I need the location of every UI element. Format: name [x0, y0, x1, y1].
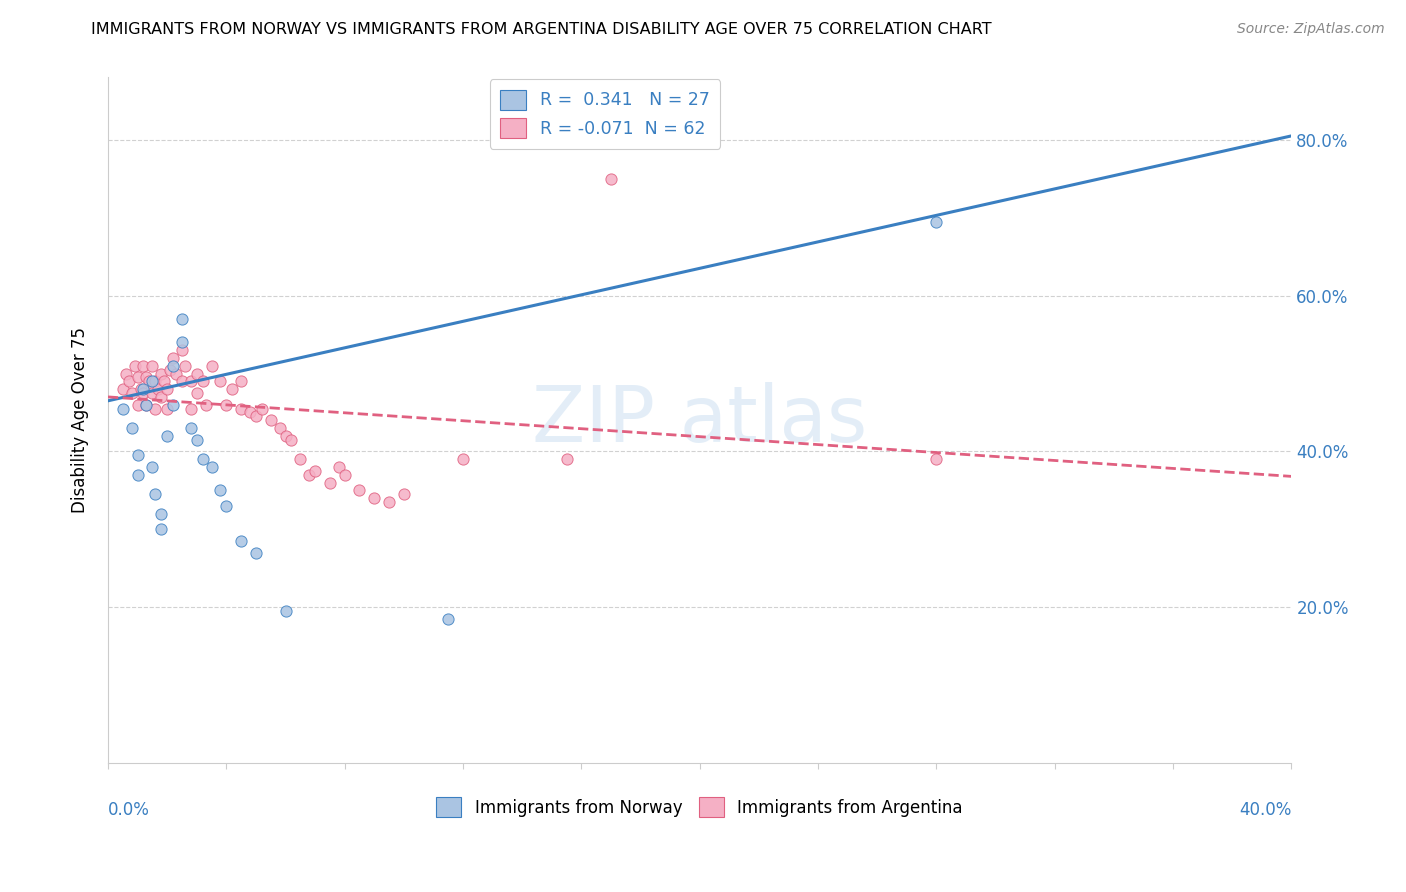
Point — [392, 487, 415, 501]
Point — [304, 464, 326, 478]
Point — [170, 312, 193, 326]
Text: IMMIGRANTS FROM NORWAY VS IMMIGRANTS FROM ARGENTINA DISABILITY AGE OVER 75 CORRE: IMMIGRANTS FROM NORWAY VS IMMIGRANTS FRO… — [91, 22, 993, 37]
Point — [180, 401, 202, 416]
Point — [135, 370, 157, 384]
Point — [143, 374, 166, 388]
Point — [200, 359, 222, 373]
Point — [250, 401, 273, 416]
Point — [194, 398, 217, 412]
Point — [114, 367, 136, 381]
Point — [141, 359, 163, 373]
Point — [174, 359, 197, 373]
Point — [231, 401, 253, 416]
Point — [328, 460, 350, 475]
Point — [129, 382, 152, 396]
Point — [437, 612, 460, 626]
Point — [162, 351, 184, 365]
Point — [180, 374, 202, 388]
Point — [290, 452, 312, 467]
Point — [239, 405, 262, 419]
Point — [186, 433, 208, 447]
Point — [925, 452, 948, 467]
Point — [156, 382, 179, 396]
Text: 40.0%: 40.0% — [1239, 801, 1292, 819]
Point — [191, 374, 214, 388]
Point — [221, 382, 243, 396]
Point — [186, 386, 208, 401]
Point — [121, 386, 143, 401]
Point — [186, 367, 208, 381]
Point — [269, 421, 291, 435]
Point — [141, 386, 163, 401]
Point — [132, 382, 155, 396]
Point — [141, 374, 163, 388]
Point — [245, 546, 267, 560]
Point — [127, 398, 149, 412]
Text: ZIP atlas: ZIP atlas — [531, 383, 868, 458]
Point — [215, 398, 238, 412]
Point — [148, 382, 170, 396]
Point — [555, 452, 578, 467]
Point — [162, 398, 184, 412]
Point — [143, 487, 166, 501]
Point — [111, 401, 134, 416]
Point — [600, 171, 623, 186]
Legend: Immigrants from Norway, Immigrants from Argentina: Immigrants from Norway, Immigrants from … — [430, 791, 970, 823]
Point — [274, 429, 297, 443]
Point — [260, 413, 283, 427]
Point — [200, 460, 222, 475]
Point — [209, 374, 232, 388]
Point — [127, 448, 149, 462]
Point — [150, 522, 173, 536]
Point — [280, 433, 302, 447]
Point — [165, 367, 187, 381]
Point — [132, 386, 155, 401]
Point — [378, 495, 401, 509]
Point — [156, 429, 179, 443]
Point — [127, 467, 149, 482]
Point — [143, 401, 166, 416]
Point — [925, 214, 948, 228]
Point — [170, 374, 193, 388]
Point — [153, 374, 176, 388]
Point — [215, 499, 238, 513]
Point — [162, 359, 184, 373]
Point — [349, 483, 371, 498]
Point — [124, 359, 146, 373]
Point — [170, 335, 193, 350]
Point — [135, 398, 157, 412]
Point — [274, 604, 297, 618]
Point — [451, 452, 474, 467]
Point — [150, 390, 173, 404]
Point — [121, 421, 143, 435]
Point — [231, 374, 253, 388]
Point — [135, 398, 157, 412]
Point — [127, 370, 149, 384]
Point — [170, 343, 193, 358]
Point — [245, 409, 267, 424]
Point — [209, 483, 232, 498]
Point — [298, 467, 321, 482]
Point — [150, 507, 173, 521]
Point — [156, 401, 179, 416]
Point — [333, 467, 356, 482]
Point — [191, 452, 214, 467]
Point — [363, 491, 385, 506]
Text: Source: ZipAtlas.com: Source: ZipAtlas.com — [1237, 22, 1385, 37]
Point — [319, 475, 342, 490]
Point — [141, 460, 163, 475]
Point — [159, 362, 181, 376]
Point — [231, 534, 253, 549]
Y-axis label: Disability Age Over 75: Disability Age Over 75 — [72, 327, 89, 513]
Point — [118, 374, 141, 388]
Point — [180, 421, 202, 435]
Point — [111, 382, 134, 396]
Point — [150, 367, 173, 381]
Point — [132, 359, 155, 373]
Text: 0.0%: 0.0% — [108, 801, 150, 819]
Point — [138, 374, 160, 388]
